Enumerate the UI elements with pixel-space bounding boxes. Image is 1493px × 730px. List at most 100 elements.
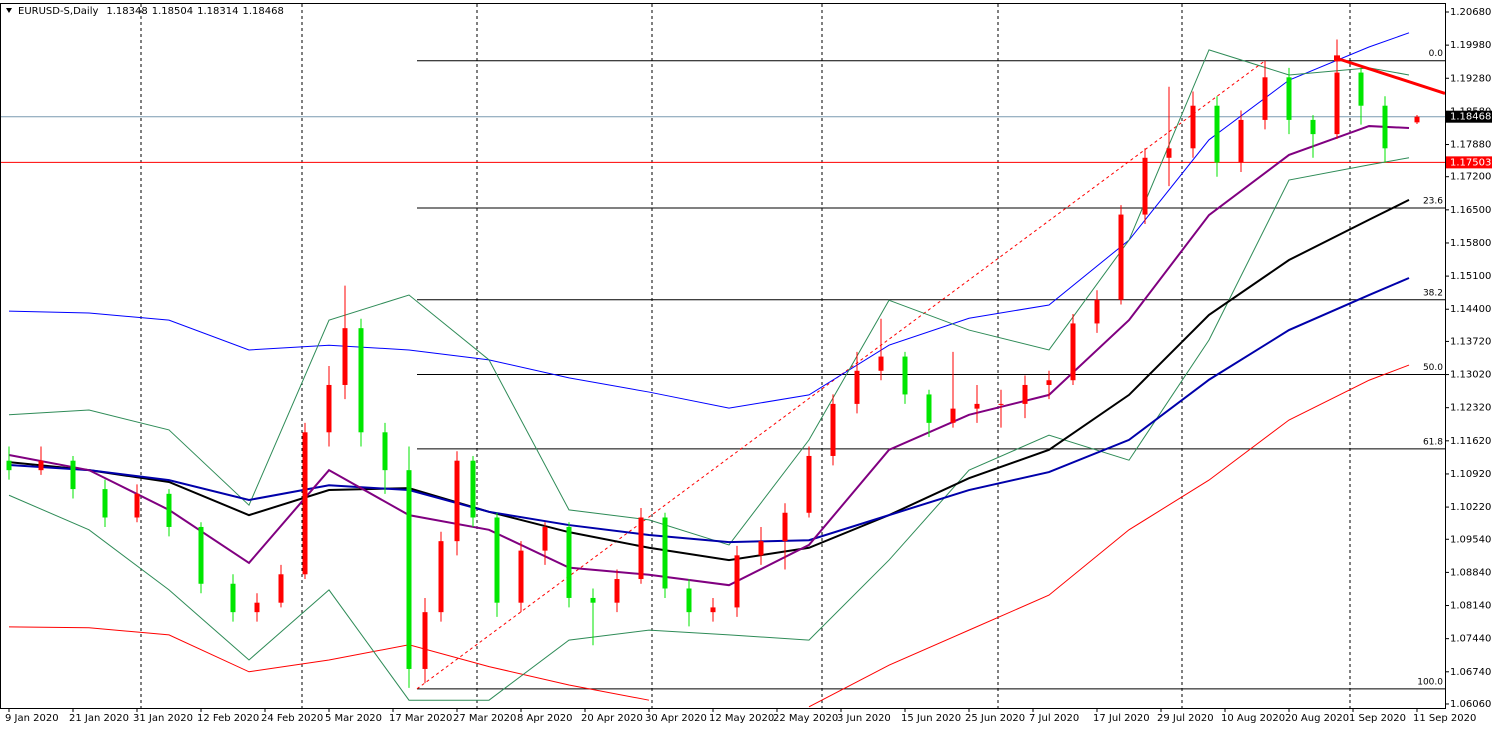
- x-tick-label: 3 Jun 2020: [837, 713, 891, 724]
- fib-label: 61.8: [1423, 437, 1443, 447]
- x-tick-label: 17 Mar 2020: [389, 713, 452, 724]
- candle-body: [878, 356, 884, 371]
- indicator-line: [8, 199, 1410, 562]
- indicator-line: [8, 157, 1410, 701]
- candle-body: [854, 370, 860, 404]
- trend-line: [1336, 56, 1446, 95]
- candle-body: [38, 460, 44, 471]
- y-tick-label: 1.10220: [1450, 502, 1491, 513]
- symbol: EURUSD-S,Daily: [18, 6, 98, 17]
- candle-body: [734, 555, 740, 608]
- x-tick-label: 12 May 2020: [709, 713, 774, 724]
- candle-body: [1286, 77, 1292, 120]
- alert-price-label: 1.17503: [1450, 157, 1491, 168]
- y-tick-label: 1.20680: [1450, 7, 1491, 18]
- indicator-line: [8, 125, 1410, 587]
- x-tick-label: 30 Apr 2020: [645, 713, 707, 724]
- candle-body: [1414, 116, 1420, 123]
- candle-body: [1358, 72, 1364, 106]
- y-tick-label: 1.15800: [1450, 238, 1491, 249]
- x-tick-label: 10 Aug 2020: [1221, 713, 1285, 724]
- x-tick-label: 24 Feb 2020: [261, 713, 323, 724]
- candle-body: [1238, 119, 1244, 163]
- candle-body: [6, 460, 12, 471]
- y-tick-label: 1.06740: [1450, 667, 1491, 678]
- y-tick-label: 1.07440: [1450, 634, 1491, 645]
- y-tick-label: 1.17200: [1450, 172, 1491, 183]
- chart-header: EURUSD-S,Daily 1.18348 1.18504 1.18314 1.184…: [18, 6, 284, 17]
- candle-body: [1094, 299, 1100, 324]
- close: 1.18468: [242, 6, 283, 17]
- y-tick-label: 1.15100: [1450, 271, 1491, 282]
- fib-label: 0.0: [1429, 49, 1444, 59]
- candle-body: [342, 328, 348, 385]
- candle-body: [134, 493, 140, 518]
- candle-body: [998, 403, 1004, 405]
- fib-label: 38.2: [1423, 288, 1443, 298]
- y-tick-label: 1.19280: [1450, 73, 1491, 84]
- candle-body: [494, 517, 500, 603]
- candle-body: [278, 574, 284, 603]
- high: 1.18504: [152, 6, 193, 17]
- x-tick-label: 12 Feb 2020: [197, 713, 259, 724]
- y-tick-label: 1.17880: [1450, 140, 1491, 151]
- low: 1.18314: [197, 6, 238, 17]
- x-tick-label: 1 Sep 2020: [1349, 713, 1406, 724]
- candle-body: [1142, 157, 1148, 215]
- x-tick-label: 17 Jul 2020: [1093, 713, 1150, 724]
- candle-body: [542, 526, 548, 551]
- candle-body: [1166, 148, 1172, 158]
- x-tick-label: 20 Aug 2020: [1285, 713, 1349, 724]
- candle-body: [974, 403, 980, 409]
- x-tick-label: 31 Jan 2020: [133, 713, 193, 724]
- candle-body: [830, 403, 836, 456]
- x-tick-label: 29 Jul 2020: [1157, 713, 1214, 724]
- y-tick-label: 1.06060: [1450, 699, 1491, 710]
- y-tick-label: 1.08840: [1450, 567, 1491, 578]
- candle-body: [1190, 105, 1196, 149]
- plot-layer: 1.206801.199801.192801.185801.178801.172…: [0, 3, 1492, 724]
- candle-body: [382, 432, 388, 471]
- candle-body: [758, 541, 764, 556]
- fib-label: 50.0: [1423, 363, 1443, 373]
- candle-body: [358, 328, 364, 433]
- fib-label: 100.0: [1417, 677, 1443, 687]
- y-tick-label: 1.14400: [1450, 304, 1491, 315]
- x-tick-label: 8 Apr 2020: [517, 713, 572, 724]
- x-tick-label: 22 May 2020: [773, 713, 838, 724]
- candle-body: [70, 460, 76, 490]
- current-price-label: 1.18468: [1450, 112, 1491, 123]
- x-tick-label: 25 Jun 2020: [965, 713, 1025, 724]
- y-tick-label: 1.13720: [1450, 336, 1491, 347]
- y-tick-label: 1.09540: [1450, 534, 1491, 545]
- candle-body: [518, 550, 524, 603]
- candle-body: [254, 602, 260, 613]
- candle-body: [1022, 384, 1028, 404]
- x-tick-label: 9 Jan 2020: [5, 713, 59, 724]
- menu-arrow: [6, 8, 12, 13]
- candle-body: [1046, 380, 1052, 385]
- current-price-box: [1446, 110, 1492, 123]
- indicator-line: [8, 277, 1410, 544]
- candle-body: [406, 470, 412, 669]
- x-tick-label: 21 Jan 2020: [69, 713, 129, 724]
- candle-body: [782, 512, 788, 542]
- fib-label: 23.6: [1423, 196, 1443, 206]
- candle-body: [1118, 214, 1124, 300]
- indicator-line: [8, 32, 1410, 409]
- candle-body: [230, 583, 236, 613]
- y-tick-label: 1.12320: [1450, 403, 1491, 414]
- candle-body: [926, 394, 932, 423]
- x-tick-label: 20 Apr 2020: [581, 713, 643, 724]
- candle-body: [590, 597, 596, 603]
- trend-anchor: [1334, 55, 1340, 62]
- candle-body: [454, 460, 460, 542]
- indicator-line: [8, 49, 1410, 546]
- y-tick-label: 1.16500: [1450, 205, 1491, 216]
- candle-body: [710, 607, 716, 613]
- candle-body: [1334, 72, 1340, 135]
- y-tick-label: 1.11620: [1450, 436, 1491, 447]
- alert-price-box: [1446, 156, 1492, 169]
